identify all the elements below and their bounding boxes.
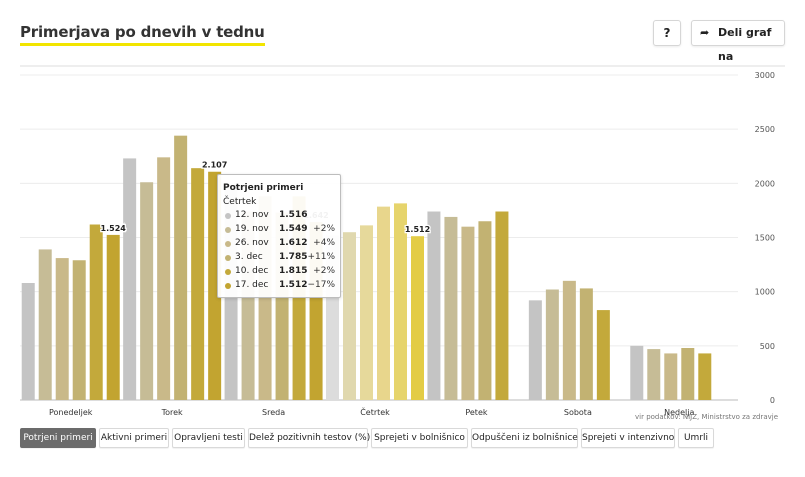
x-tick-label: Sobota <box>564 408 592 417</box>
tooltip-value: 1.612 <box>279 238 308 248</box>
tooltip-row: 3. dec 1.785 +11% <box>223 252 335 264</box>
tooltip-row: 10. dec 1.815 +2% <box>223 266 335 278</box>
data-label: 1.524 <box>101 224 127 233</box>
bar <box>174 135 188 400</box>
bar <box>157 157 171 400</box>
tooltip-date: 3. dec <box>235 252 263 262</box>
bar <box>360 225 373 400</box>
tooltip-value: 1.549 <box>279 224 308 234</box>
bar <box>21 283 35 400</box>
tab-opravljeni-testi[interactable]: Opravljeni testi <box>172 428 245 448</box>
tab-sprejeti-v-intenzivno[interactable]: Sprejeti v intenzivno <box>581 428 675 448</box>
bar <box>427 211 441 400</box>
tooltip-value: 1.516 <box>279 210 308 220</box>
tab-sprejeti-v-bolnisnico[interactable]: Sprejeti v bolnišnico <box>371 428 468 448</box>
series-dot-icon <box>225 269 231 275</box>
y-tick-label: 1500 <box>755 234 775 243</box>
share-button-label: Deli graf na <box>718 26 772 63</box>
y-tick-label: 3000 <box>755 71 775 80</box>
series-dot-icon <box>225 227 231 233</box>
bar <box>528 300 542 400</box>
x-tick-label: Torek <box>161 408 183 417</box>
tooltip-change: −17% <box>307 280 335 290</box>
data-label: 1.512 <box>405 225 430 234</box>
bar <box>377 206 390 400</box>
tooltip-change: +2% <box>313 224 335 234</box>
series-dot-icon <box>225 255 231 261</box>
tooltip-value: 1.815 <box>279 266 308 276</box>
share-button[interactable]: ➦ Deli graf na <box>691 20 785 63</box>
data-label: 2.107 <box>202 161 227 170</box>
series-dot-icon <box>225 241 231 247</box>
x-axis: Ponedeljek Torek Sreda Četrtek Petek Sobota Ne… <box>49 406 695 417</box>
bar <box>630 345 644 400</box>
bar <box>123 158 137 400</box>
tooltip-row: 19. nov 1.549 +2% <box>223 224 335 236</box>
y-tick-label: 1000 <box>755 288 775 297</box>
tab-potrjeni-primeri[interactable]: Potrjeni primeri <box>20 428 96 448</box>
x-tick-label: Sreda <box>262 408 285 417</box>
tooltip-date: 19. nov <box>235 224 269 234</box>
bar <box>495 211 509 400</box>
y-tick-label: 500 <box>760 342 775 351</box>
tab-delez-pozitivnih-testov[interactable]: Delež pozitivnih testov (%) <box>248 428 370 448</box>
bar <box>461 226 475 400</box>
tooltip-title: Potrjeni primeri <box>223 183 304 193</box>
bar <box>394 203 407 400</box>
tooltip-change: +2% <box>313 266 335 276</box>
bar <box>191 168 205 400</box>
tooltip-row: 26. nov 1.612 +4% <box>223 238 335 250</box>
tooltip-row: 17. dec 1.512 −17% <box>223 280 335 292</box>
series-dot-icon <box>225 283 231 289</box>
tooltip-date: 17. dec <box>235 280 269 290</box>
bar <box>411 236 424 400</box>
bar <box>681 348 695 400</box>
tooltip-value: 1.512 <box>279 280 308 290</box>
bar <box>444 216 458 400</box>
y-axis: 0 500 1000 1500 2000 2500 3000 <box>755 71 775 405</box>
bar <box>89 224 103 400</box>
tooltip-date: 12. nov <box>235 210 269 220</box>
tab-odpusceni-iz-bolnisnice[interactable]: Odpuščeni iz bolnišnice <box>471 428 578 448</box>
chart-tooltip: Potrjeni primeri Četrtek 12. nov 1.516 1… <box>217 174 341 298</box>
bar <box>38 249 52 400</box>
bar <box>562 280 576 400</box>
bar <box>72 260 86 400</box>
bar <box>664 353 678 400</box>
share-arrow-icon: ➦ <box>700 26 710 39</box>
y-tick-label: 2500 <box>755 125 775 134</box>
bar <box>140 182 154 400</box>
y-tick-label: 2000 <box>755 179 775 188</box>
bar <box>106 234 120 400</box>
x-tick-label: Petek <box>465 408 488 417</box>
tooltip-date: 26. nov <box>235 238 269 248</box>
tooltip-date: 10. dec <box>235 266 269 276</box>
help-button[interactable]: ? <box>653 20 681 46</box>
chart-title: Primerjava po dnevih v tednu <box>20 22 265 46</box>
bar <box>478 221 492 400</box>
bar <box>698 353 712 400</box>
data-source-note: vir podatkov: NIJZ, Ministrstvo za zdrav… <box>635 413 778 421</box>
bar <box>55 258 69 400</box>
tab-umrli[interactable]: Umrli <box>678 428 714 448</box>
tooltip-row: 12. nov 1.516 <box>223 210 335 222</box>
bar <box>343 232 356 400</box>
bar <box>579 288 593 400</box>
bar <box>545 289 559 400</box>
bars <box>21 135 712 400</box>
x-tick-label: Nedelja <box>664 408 694 417</box>
x-tick-label: Četrtek <box>360 406 390 417</box>
y-tick-label: 0 <box>770 396 775 405</box>
tooltip-value: 1.785 <box>279 252 308 262</box>
tab-aktivni-primeri[interactable]: Aktivni primeri <box>99 428 169 448</box>
tooltip-subtitle: Četrtek <box>223 197 257 207</box>
bar <box>596 310 610 400</box>
bar <box>647 349 661 400</box>
x-tick-label: Ponedeljek <box>49 408 93 417</box>
tooltip-change: +4% <box>313 238 335 248</box>
tooltip-change: +11% <box>307 252 335 262</box>
series-dot-icon <box>225 213 231 219</box>
